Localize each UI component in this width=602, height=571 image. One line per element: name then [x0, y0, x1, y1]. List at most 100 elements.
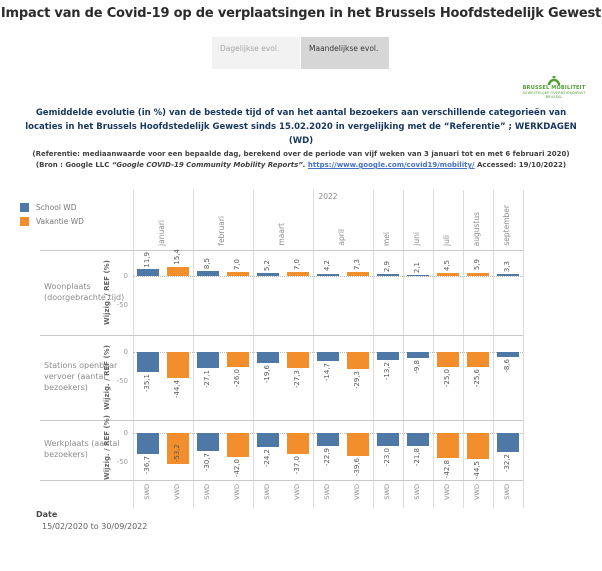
row-separator [40, 250, 523, 251]
bar-value-label: -13,2 [383, 361, 391, 380]
bar-value-label: 2,1 [413, 261, 421, 273]
row-category-text: Stations openbaar vervoer (aantal bezoek… [44, 361, 118, 392]
bar-VWD[interactable] [467, 272, 489, 276]
bar-SWD[interactable] [497, 352, 519, 357]
bar-VWD[interactable] [347, 271, 369, 276]
bar-value-label: -26,0 [233, 369, 241, 388]
bar-value-label: 11,9 [143, 251, 151, 268]
bar-SWD[interactable] [407, 352, 429, 358]
bar-value-label: 7,3 [353, 258, 361, 270]
legend-swatch-SWD [20, 203, 29, 212]
axis-title: Wijzig. / REF (%) [103, 260, 111, 325]
bar-SWD[interactable] [317, 273, 339, 276]
bar-VWD[interactable] [467, 352, 489, 367]
bar-SWD[interactable] [257, 272, 279, 276]
row-separator [40, 480, 523, 481]
grid-vline [373, 190, 374, 508]
row-separator [40, 420, 523, 421]
bar-SWD[interactable] [257, 433, 279, 448]
bar-VWD[interactable] [287, 352, 309, 368]
month-header: mei [382, 231, 391, 246]
bar-SWD[interactable] [497, 433, 519, 452]
zero-line [133, 276, 523, 277]
bar-VWD[interactable] [437, 433, 459, 458]
bar-SWD[interactable] [317, 433, 339, 447]
bar-VWD[interactable] [437, 352, 459, 367]
bar-SWD[interactable] [137, 269, 159, 276]
mobility-report-link[interactable]: https://www.google.com/covid19/mobility/ [307, 161, 475, 169]
bar-value-label: 7,0 [233, 258, 241, 270]
bar-value-label: -8,6 [503, 358, 511, 373]
grid-vline [523, 190, 524, 508]
bar-VWD[interactable] [347, 433, 369, 456]
bar-SWD[interactable] [137, 433, 159, 455]
month-header: februari [217, 216, 226, 246]
chart-legend: School WD Vakantie WD [20, 203, 84, 231]
bar-SWD[interactable] [197, 271, 219, 276]
bar-SWD[interactable] [377, 433, 399, 447]
grid-vline [133, 190, 134, 508]
month-header: juni [412, 232, 421, 246]
bar-SWD[interactable] [377, 274, 399, 276]
bar-value-label: 8,5 [203, 257, 211, 270]
axis-tick-label: -50 [116, 301, 128, 309]
month-header: augustus [472, 211, 481, 246]
zero-line [133, 433, 523, 434]
month-header: september [502, 205, 511, 246]
tab-dagelijkse-evol[interactable]: Dagelijkse evol. [212, 37, 300, 69]
series-axis-label: SWD [143, 484, 151, 500]
bar-SWD[interactable] [407, 274, 429, 276]
date-section-label: Date [36, 510, 58, 519]
bar-VWD[interactable] [167, 352, 189, 378]
legend-item[interactable]: Vakantie WD [20, 217, 84, 226]
bar-VWD[interactable] [347, 352, 369, 369]
bar-value-label: -25,6 [473, 368, 481, 387]
axis-tick-label: 0 [123, 429, 128, 437]
bar-value-label: 3,3 [503, 260, 511, 273]
bar-value-label: -14,7 [323, 362, 331, 381]
logo-subname: GEWESTELIJKE OVERHEIDSDIENST BRUSSEL [522, 91, 586, 99]
series-axis-label: SWD [263, 484, 271, 500]
bar-value-label: -35,1 [143, 374, 151, 393]
bar-SWD[interactable] [197, 352, 219, 368]
bar-value-label: -27,1 [203, 369, 211, 388]
legend-label: School WD [36, 203, 77, 212]
bar-value-label: 5,2 [263, 259, 271, 271]
series-axis-label: VWD [173, 484, 181, 500]
tab-maandelijkse-evol[interactable]: Maandelijkse evol. [301, 37, 389, 69]
bar-VWD[interactable] [167, 267, 189, 276]
series-axis-label: SWD [383, 484, 391, 500]
bar-SWD[interactable] [497, 274, 519, 276]
month-header: januari [157, 220, 166, 246]
bar-SWD[interactable] [197, 433, 219, 451]
bar-value-label: -27,3 [293, 369, 301, 388]
bar-SWD[interactable] [137, 352, 159, 373]
bar-SWD[interactable] [407, 433, 429, 446]
bar-VWD[interactable] [227, 352, 249, 368]
month-header: maart [277, 223, 286, 246]
month-header: april [337, 229, 346, 246]
bar-SWD[interactable] [317, 352, 339, 361]
bar-VWD[interactable] [287, 433, 309, 455]
series-axis-label: VWD [473, 484, 481, 500]
bar-VWD[interactable] [437, 273, 459, 276]
legend-item[interactable]: School WD [20, 203, 84, 212]
bar-SWD[interactable] [257, 352, 279, 364]
bar-VWD[interactable] [287, 271, 309, 276]
bar-VWD[interactable] [167, 433, 189, 464]
bar-SWD[interactable] [377, 352, 399, 360]
bar-VWD[interactable] [227, 271, 249, 276]
bar-value-label: -39,6 [353, 457, 361, 477]
series-axis-label: SWD [203, 484, 211, 500]
grid-vline [463, 190, 464, 508]
bar-value-label: -22,9 [323, 448, 331, 467]
legend-label: Vakantie WD [36, 217, 84, 226]
bar-value-label: 5,9 [473, 259, 481, 271]
brussel-mobiliteit-logo: BRUSSEL MOBILITEIT GEWESTELIJKE OVERHEID… [516, 76, 592, 99]
reference-note: (Referentie: mediaanwaarde voor een bepa… [32, 150, 570, 158]
axis-title: Wijzig. / REF (%) [103, 415, 111, 480]
series-axis-label: VWD [353, 484, 361, 500]
row-category-label: Stations openbaar vervoer (aantal bezoek… [44, 335, 128, 420]
bar-VWD[interactable] [467, 433, 489, 459]
bar-VWD[interactable] [227, 433, 249, 458]
